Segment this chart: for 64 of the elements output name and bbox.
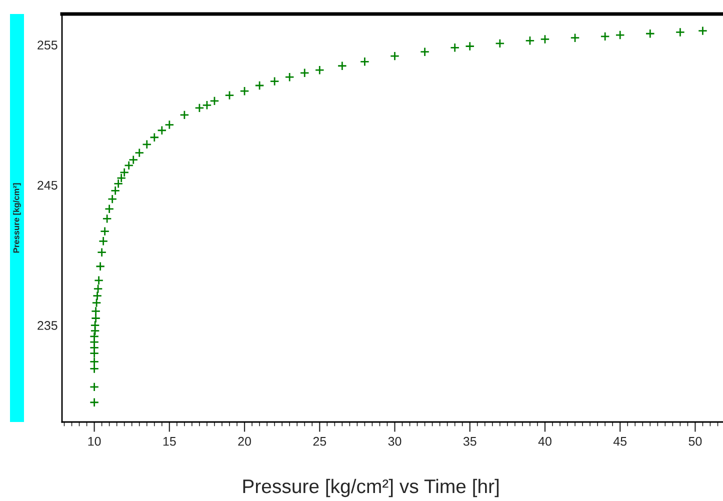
point: [615, 30, 625, 40]
point: [675, 27, 685, 38]
x-tick-label: 45: [613, 437, 627, 446]
point: [104, 204, 114, 214]
x-tick-label: 25: [313, 436, 326, 446]
point: [645, 28, 655, 38]
y-tick-label: 255: [38, 40, 58, 50]
point: [89, 364, 100, 374]
point: [570, 33, 580, 43]
point: [91, 313, 101, 324]
point: [202, 100, 212, 110]
point: [164, 120, 174, 130]
point: [98, 236, 108, 246]
point: [450, 42, 460, 52]
point: [194, 103, 204, 113]
point: [90, 320, 100, 330]
point: [360, 56, 370, 66]
point: [97, 248, 107, 258]
point: [180, 110, 190, 120]
point: [92, 298, 102, 308]
point: [89, 398, 100, 408]
point: [89, 356, 100, 367]
point: [600, 32, 610, 42]
point: [150, 132, 160, 142]
y-tick-label: 245: [38, 180, 58, 190]
point: [698, 26, 708, 36]
point: [525, 36, 535, 46]
point: [89, 332, 100, 342]
text: Pressure [kg/cm²] vs Time [hr]: [243, 478, 499, 498]
point: [420, 47, 430, 57]
point: [254, 80, 264, 90]
point: [108, 194, 118, 204]
point: [240, 86, 250, 96]
x-tick-label: 35: [463, 436, 476, 446]
x-tick-label: 20: [238, 436, 251, 446]
point: [92, 291, 102, 301]
x-tick-label: 15: [163, 437, 176, 446]
point: [337, 61, 347, 71]
point: [102, 214, 112, 224]
point: [89, 382, 100, 392]
x-tick-label: 40: [538, 436, 552, 446]
point: [210, 96, 220, 106]
y-tick-label: 235: [38, 321, 58, 330]
point: [134, 148, 144, 158]
point: [94, 276, 104, 286]
point: [465, 41, 475, 52]
point: [224, 90, 234, 100]
point: [495, 38, 505, 48]
x-tick-label: 30: [388, 436, 402, 446]
x-tick-label: 10: [88, 436, 101, 446]
point: [96, 262, 106, 272]
point: [270, 76, 280, 86]
point: [93, 284, 103, 294]
point: [142, 140, 152, 150]
point: [390, 51, 400, 61]
point: [300, 68, 310, 78]
x-tick-label: 50: [688, 436, 702, 446]
point: [314, 65, 324, 75]
point: [157, 126, 167, 136]
point: [540, 34, 550, 44]
point: [100, 226, 110, 236]
point: [284, 72, 294, 82]
point: [91, 306, 101, 316]
y-axis-title: Pressure [kg/cm²]: [13, 183, 21, 253]
